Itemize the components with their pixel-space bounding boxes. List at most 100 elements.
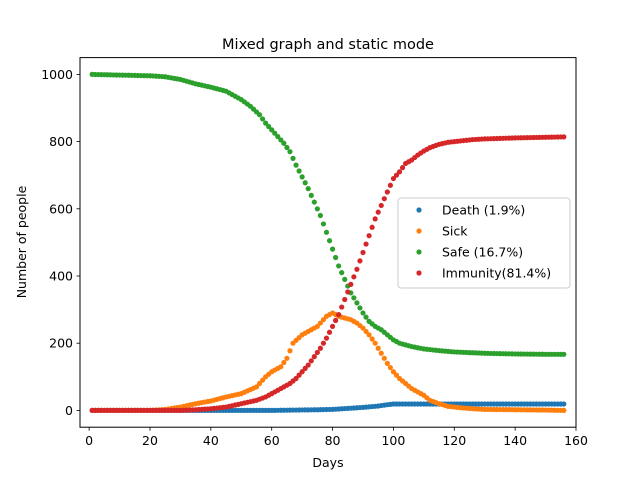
- legend-marker: [416, 207, 422, 213]
- data-point: [253, 384, 260, 390]
- data-point: [387, 182, 393, 188]
- data-point: [314, 323, 320, 329]
- data-point: [390, 369, 397, 375]
- data-point: [390, 175, 397, 182]
- data-point: [372, 216, 378, 222]
- data-point: [384, 189, 390, 195]
- data-point: [284, 355, 290, 361]
- data-point: [317, 320, 323, 326]
- data-point: [366, 332, 372, 338]
- data-point: [348, 281, 354, 287]
- data-point: [263, 120, 269, 126]
- data-point: [311, 199, 317, 205]
- data-point: [299, 174, 305, 180]
- legend: Death (1.9%) Sick Safe (16.7%) Immunity(81.…: [397, 197, 571, 289]
- data-point: [290, 155, 296, 161]
- y-tick-label: 600: [49, 201, 73, 216]
- data-point: [269, 127, 275, 133]
- data-point: [372, 340, 378, 346]
- data-point: [329, 246, 336, 252]
- data-point: [369, 336, 375, 342]
- data-point: [320, 221, 327, 227]
- data-point: [399, 165, 406, 171]
- y-tick-label: 1000: [41, 67, 73, 82]
- data-point: [378, 202, 384, 209]
- data-point: [363, 328, 369, 335]
- y-tick-label: 0: [65, 403, 73, 418]
- x-tick-label: 60: [264, 433, 280, 448]
- data-point: [561, 407, 567, 413]
- x-tick-label: 140: [503, 433, 527, 448]
- data-point: [281, 359, 287, 366]
- data-point: [354, 300, 360, 306]
- data-point: [333, 254, 339, 261]
- data-point: [378, 350, 384, 356]
- data-point: [278, 364, 284, 370]
- data-point: [278, 137, 284, 143]
- x-tick-label: 40: [203, 433, 219, 448]
- data-point: [305, 362, 311, 368]
- data-point: [323, 229, 330, 235]
- legend-label: Sick: [442, 224, 468, 239]
- data-point: [281, 140, 287, 146]
- data-point: [351, 295, 357, 301]
- data-point: [384, 360, 390, 366]
- data-point: [293, 375, 299, 382]
- legend-label: Death (1.9%): [442, 203, 525, 218]
- data-point: [320, 340, 327, 346]
- data-point: [329, 323, 336, 329]
- data-point: [357, 258, 363, 264]
- x-tick-label: 0: [85, 433, 93, 448]
- series-3: [89, 134, 567, 413]
- data-point: [287, 348, 293, 354]
- y-axis-label: Number of people: [14, 185, 29, 298]
- data-point: [369, 224, 375, 230]
- x-tick-label: 100: [381, 433, 405, 448]
- legend-label: Safe (16.7%): [442, 245, 523, 260]
- data-point: [333, 317, 339, 324]
- x-axis-label: Days: [312, 455, 343, 470]
- data-point: [339, 270, 345, 276]
- data-point: [305, 186, 311, 192]
- data-point: [299, 369, 305, 375]
- data-point: [561, 401, 567, 407]
- data-point: [342, 296, 348, 303]
- series-2: [89, 71, 567, 357]
- data-point: [360, 249, 366, 256]
- x-tick-label: 80: [325, 433, 341, 448]
- data-point: [320, 317, 327, 323]
- data-point: [342, 276, 348, 282]
- data-point: [351, 274, 357, 280]
- chart-title: Mixed graph and static mode: [222, 37, 434, 53]
- data-point: [561, 134, 567, 140]
- data-point: [308, 358, 314, 364]
- legend-marker: [416, 249, 422, 255]
- data-point: [336, 312, 342, 318]
- data-point: [266, 123, 272, 130]
- data-point: [259, 377, 266, 383]
- data-point: [323, 335, 330, 341]
- data-point: [293, 162, 299, 168]
- data-point: [272, 130, 278, 136]
- data-point: [339, 304, 345, 310]
- data-point: [284, 144, 290, 151]
- data-point: [345, 289, 351, 295]
- data-point: [326, 238, 333, 244]
- legend-label: Immunity(81.4%): [442, 266, 551, 281]
- data-point: [326, 329, 333, 335]
- data-point: [314, 349, 320, 356]
- data-point: [336, 263, 342, 269]
- data-point: [366, 233, 372, 239]
- data-point: [363, 314, 369, 320]
- legend-marker: [416, 228, 422, 234]
- data-point: [393, 372, 400, 378]
- data-point: [317, 212, 323, 219]
- y-tick-label: 800: [49, 134, 73, 149]
- data-point: [354, 266, 360, 272]
- data-point: [357, 305, 363, 311]
- data-point: [396, 169, 403, 175]
- data-point: [275, 133, 281, 140]
- legend-marker: [416, 270, 422, 276]
- data-point: [287, 149, 293, 155]
